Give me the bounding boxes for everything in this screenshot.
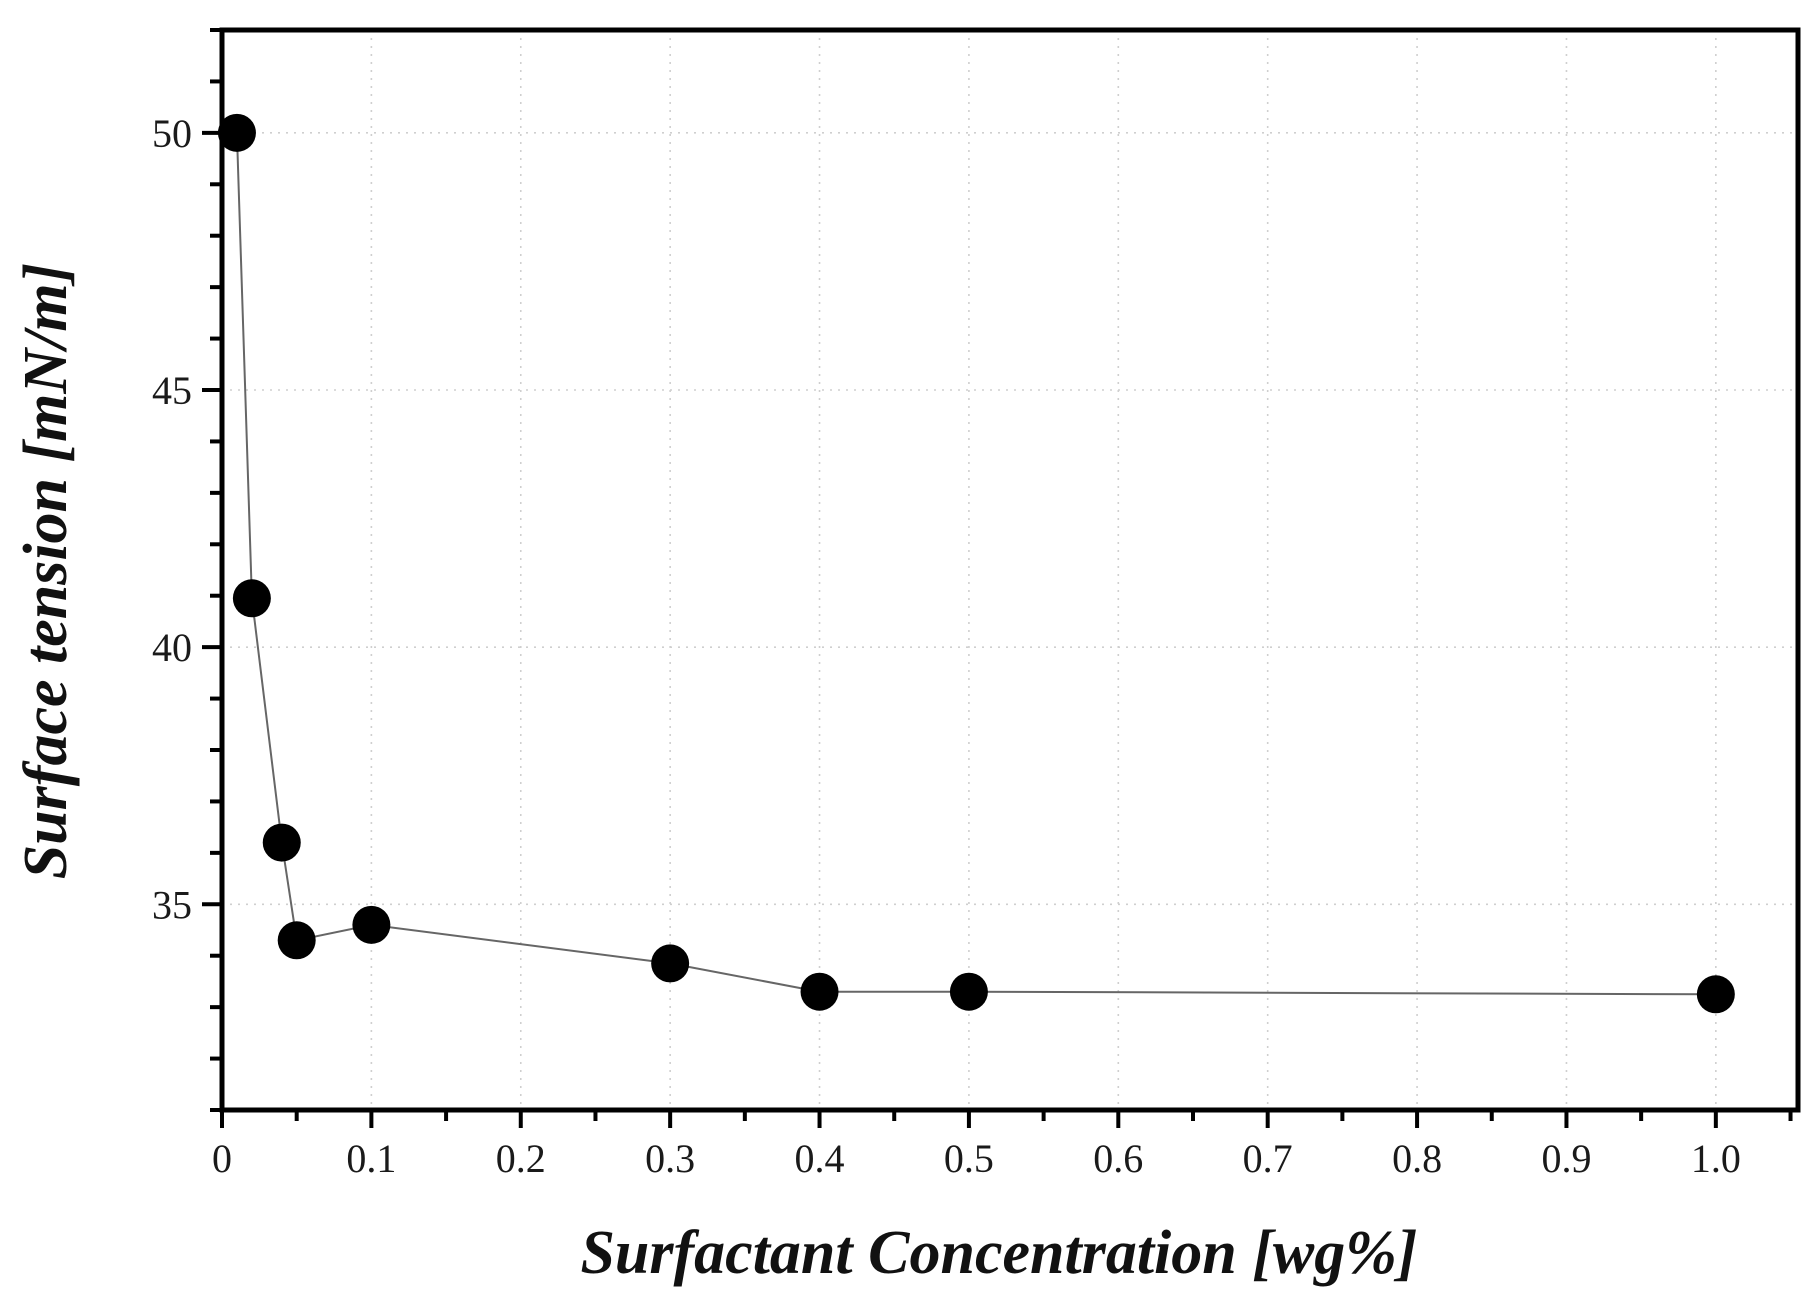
x-tick-label: 0.9	[1541, 1136, 1591, 1181]
axis-ticks	[202, 28, 1793, 1128]
x-tick-label: 0	[212, 1136, 232, 1181]
tick-labels: 0 0.1 0.2 0.3 0.4 0.5 0.6 0.7 0.8 0.9 1.0 35 40 45 50	[152, 111, 1741, 1181]
data-point	[651, 944, 690, 983]
data-point	[949, 972, 988, 1011]
plot-border	[219, 27, 1801, 1113]
x-tick-label: 0.1	[346, 1136, 396, 1181]
series-line-group	[235, 132, 1716, 996]
x-tick-label: 0.8	[1392, 1136, 1442, 1181]
data-point	[352, 905, 391, 944]
y-tick-label: 35	[152, 882, 192, 927]
data-point	[232, 579, 271, 618]
y-axis-title: Surface tension [mN/m]	[12, 263, 80, 880]
grid	[222, 30, 1798, 1110]
x-tick-label: 0.3	[645, 1136, 695, 1181]
y-tick-label: 45	[152, 368, 192, 413]
data-point	[277, 921, 316, 960]
data-points	[217, 113, 1735, 1014]
x-tick-label: 0.4	[795, 1136, 845, 1181]
data-point	[217, 113, 256, 152]
plot-frame	[219, 27, 1801, 1113]
x-tick-label: 1.0	[1691, 1136, 1741, 1181]
data-point	[262, 823, 301, 862]
x-tick-label: 0.7	[1243, 1136, 1293, 1181]
x-tick-label: 0.5	[944, 1136, 994, 1181]
x-tick-label: 0.2	[496, 1136, 546, 1181]
data-point	[1696, 975, 1735, 1014]
x-tick-label: 0.6	[1093, 1136, 1143, 1181]
x-axis-title: Surfactant Concentration [wg%]	[580, 1219, 1417, 1287]
series-line	[235, 132, 1716, 996]
y-tick-label: 50	[152, 111, 192, 156]
y-tick-label: 40	[152, 625, 192, 670]
data-point	[800, 972, 839, 1011]
